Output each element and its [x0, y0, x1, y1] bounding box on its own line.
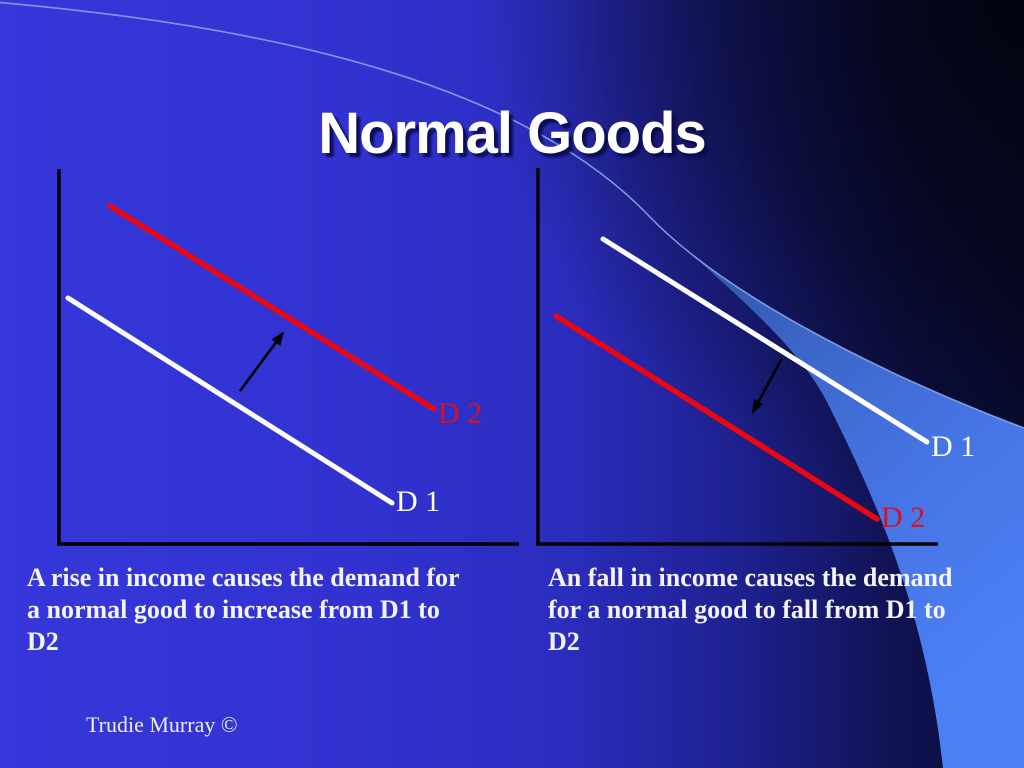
- left-demand-line-d1: [65, 295, 395, 506]
- right-shift-arrow: [751, 357, 784, 414]
- swoosh-shape: [650, 217, 1024, 768]
- right-d1-label: D 1: [931, 430, 976, 463]
- slide-title: Normal Goods: [318, 101, 707, 166]
- left-demand-diagram: [57, 169, 519, 546]
- left-shift-arrow: [238, 331, 285, 392]
- left-d2-label: D 2: [438, 397, 483, 430]
- right-demand-line-d2: [553, 313, 880, 522]
- right-d2-label: D 2: [881, 501, 926, 534]
- left-diagram-caption: A rise in income causes the demand for a…: [27, 563, 460, 657]
- left-d1-label: D 1: [396, 485, 441, 518]
- right-demand-diagram: [536, 168, 938, 546]
- right-diagram-caption: An fall in income causes the demand for …: [548, 563, 953, 657]
- right-demand-line-d1: [600, 236, 930, 445]
- swoosh-arc-line: [0, 1, 1024, 429]
- left-demand-line-d2: [107, 203, 437, 412]
- footer-credit: Trudie Murray ©: [86, 712, 238, 737]
